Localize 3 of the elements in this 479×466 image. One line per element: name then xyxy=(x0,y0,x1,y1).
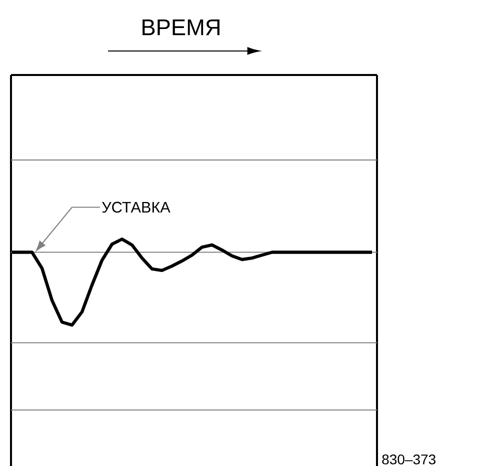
chart-title: ВРЕМЯ xyxy=(142,20,220,36)
ref-line-label: УСТАВКА xyxy=(102,202,170,213)
text: 830–373 xyxy=(382,454,436,464)
